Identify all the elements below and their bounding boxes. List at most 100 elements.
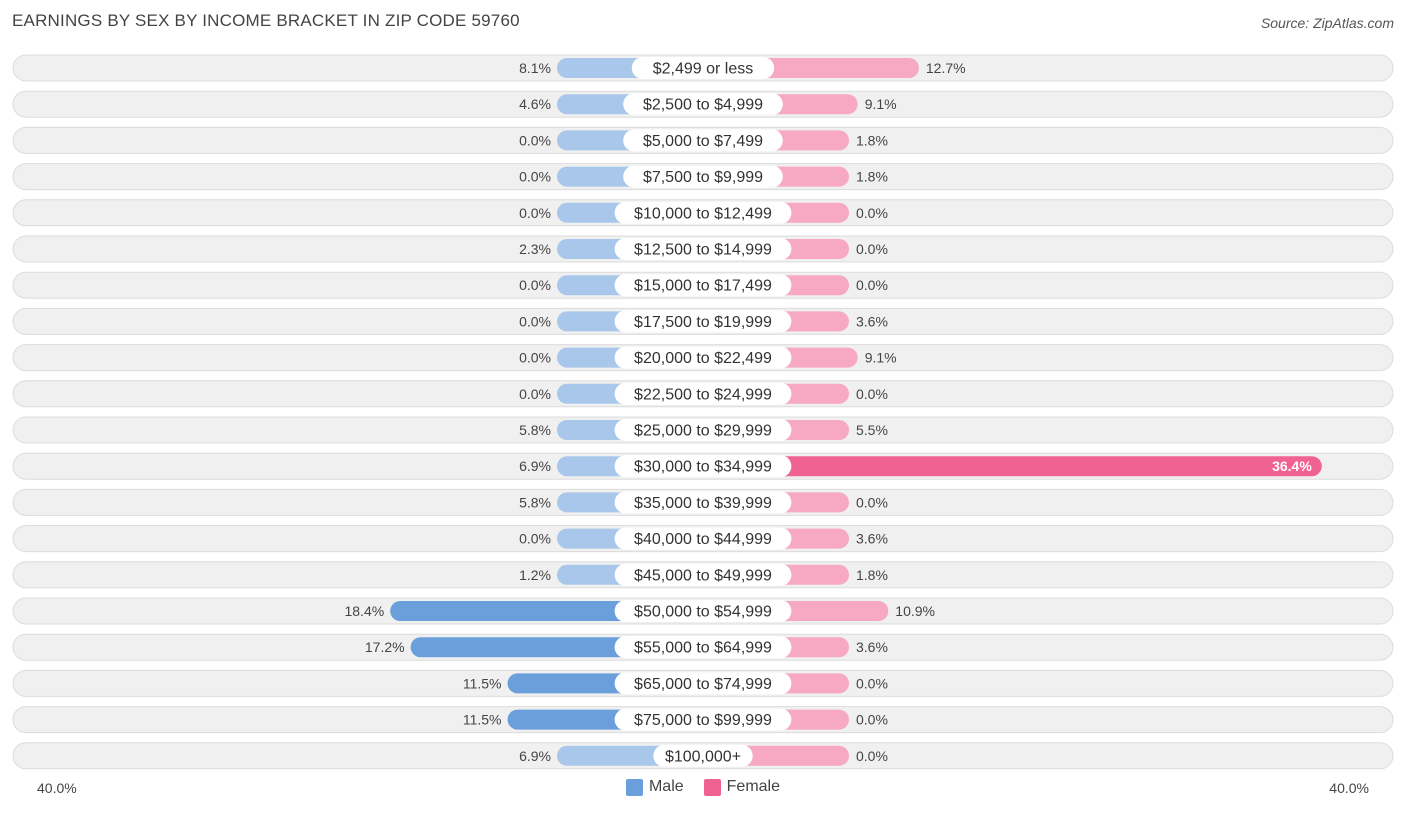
value-label-female: 12.7%	[926, 60, 966, 76]
row-6: $15,000 to $17,499 0.0% 0.0%	[12, 271, 1394, 299]
category-pill	[614, 310, 792, 333]
category-label: $10,000 to $12,499	[634, 205, 772, 222]
value-label-male: 5.8%	[519, 422, 551, 438]
category-pill	[614, 672, 792, 695]
legend: Male Female	[0, 778, 1406, 796]
value-label-female: 0.0%	[856, 205, 888, 221]
value-label-male: 6.9%	[519, 748, 551, 764]
row-9: $22,500 to $24,999 0.0% 0.0%	[12, 380, 1394, 408]
legend-label-female: Female	[726, 778, 781, 795]
value-label-male: 11.5%	[463, 712, 502, 728]
category-label: $2,499 or less	[653, 61, 754, 78]
category-pill	[623, 129, 783, 152]
category-pill	[614, 455, 792, 478]
row-3: $7,500 to $9,999 0.0% 1.8%	[12, 163, 1394, 191]
category-pill	[614, 527, 792, 550]
category-pill	[623, 165, 783, 188]
value-label-female: 0.0%	[856, 675, 888, 691]
value-label-female: 5.5%	[856, 422, 888, 438]
value-label-female: 36.4%	[1272, 458, 1312, 474]
source-label: Source: ZipAtlas.com	[1260, 15, 1394, 31]
row-1: $2,500 to $4,999 4.6% 9.1%	[12, 90, 1394, 118]
category-label: $35,000 to $39,999	[634, 495, 772, 512]
category-pill	[614, 708, 792, 731]
category-pill	[614, 636, 792, 659]
category-pill	[614, 201, 792, 224]
value-label-male: 6.9%	[519, 458, 551, 474]
row-13: $40,000 to $44,999 0.0% 3.6%	[12, 525, 1394, 553]
value-label-female: 9.1%	[865, 96, 897, 112]
category-label: $2,500 to $4,999	[643, 97, 763, 114]
legend-swatch-male	[625, 778, 643, 796]
value-label-male: 18.4%	[344, 603, 384, 619]
axis-left-label: 40.0%	[37, 780, 77, 796]
row-19: $100,000+ 6.9% 0.0%	[12, 742, 1394, 770]
value-label-female: 10.9%	[895, 603, 935, 619]
value-label-female: 0.0%	[856, 241, 888, 257]
category-label: $17,500 to $19,999	[634, 314, 772, 331]
category-label: $50,000 to $54,999	[634, 604, 772, 621]
legend-label-male: Male	[648, 778, 684, 795]
row-11: $30,000 to $34,999 6.9% 36.4%	[12, 452, 1394, 480]
value-label-female: 9.1%	[865, 350, 897, 366]
category-pill	[614, 600, 792, 622]
category-label: $30,000 to $34,999	[634, 459, 772, 476]
value-label-female: 0.0%	[856, 494, 888, 510]
value-label-male: 0.0%	[519, 531, 551, 547]
value-label-male: 17.2%	[365, 639, 405, 655]
value-label-female: 0.0%	[856, 712, 888, 728]
value-label-male: 0.0%	[519, 205, 551, 221]
bar-female[interactable]	[703, 456, 1322, 477]
value-label-female: 3.6%	[856, 639, 888, 655]
category-pill	[614, 491, 792, 514]
value-label-male: 11.5%	[463, 675, 502, 691]
row-15: $50,000 to $54,999 18.4% 10.9%	[12, 597, 1394, 625]
value-label-female: 1.8%	[856, 132, 888, 148]
row-7: $17,500 to $19,999 0.0% 3.6%	[12, 307, 1394, 335]
value-label-female: 1.8%	[856, 567, 888, 583]
row-16: $55,000 to $64,999 17.2% 3.6%	[12, 633, 1394, 661]
legend-item-male[interactable]: Male	[625, 778, 684, 796]
row-17: $65,000 to $74,999 11.5% 0.0%	[12, 669, 1394, 697]
category-label: $12,500 to $14,999	[634, 242, 772, 259]
value-label-male: 5.8%	[519, 494, 551, 510]
value-label-male: 0.0%	[519, 169, 551, 185]
category-pill	[614, 563, 792, 586]
row-4: $10,000 to $12,499 0.0% 0.0%	[12, 199, 1394, 227]
legend-item-female[interactable]: Female	[703, 778, 781, 796]
category-pill	[653, 744, 753, 767]
category-label: $20,000 to $22,499	[634, 350, 772, 367]
value-label-male: 2.3%	[519, 241, 551, 257]
category-label: $100,000+	[665, 748, 741, 765]
row-12: $35,000 to $39,999 5.8% 0.0%	[12, 488, 1394, 516]
category-label: $5,000 to $7,499	[643, 133, 763, 150]
axis-right-label: 40.0%	[1329, 780, 1369, 796]
legend-swatch-female	[703, 778, 721, 796]
category-label: $22,500 to $24,999	[634, 386, 772, 403]
row-8: $20,000 to $22,499 0.0% 9.1%	[12, 344, 1394, 372]
category-label: $55,000 to $64,999	[634, 640, 772, 657]
category-label: $7,500 to $9,999	[643, 169, 763, 186]
value-label-female: 3.6%	[856, 531, 888, 547]
chart-title: EARNINGS BY SEX BY INCOME BRACKET IN ZIP…	[12, 11, 520, 30]
category-pill	[614, 238, 792, 260]
value-label-male: 0.0%	[519, 132, 551, 148]
row-2: $5,000 to $7,499 0.0% 1.8%	[12, 126, 1394, 154]
category-pill	[614, 382, 792, 405]
category-label: $40,000 to $44,999	[634, 531, 772, 548]
value-label-female: 0.0%	[856, 386, 888, 402]
category-label: $75,000 to $99,999	[634, 712, 772, 729]
row-0: $2,499 or less 8.1% 12.7%	[12, 54, 1394, 82]
category-pill	[614, 419, 792, 441]
value-label-male: 1.2%	[519, 567, 551, 583]
value-label-male: 0.0%	[519, 277, 551, 293]
category-label: $25,000 to $29,999	[634, 423, 772, 440]
value-label-female: 1.8%	[856, 169, 888, 185]
category-pill	[614, 346, 792, 369]
category-label: $65,000 to $74,999	[634, 676, 772, 693]
category-pill	[631, 57, 775, 79]
row-14: $45,000 to $49,999 1.2% 1.8%	[12, 561, 1394, 589]
value-label-female: 3.6%	[856, 313, 888, 329]
value-label-male: 4.6%	[519, 96, 551, 112]
